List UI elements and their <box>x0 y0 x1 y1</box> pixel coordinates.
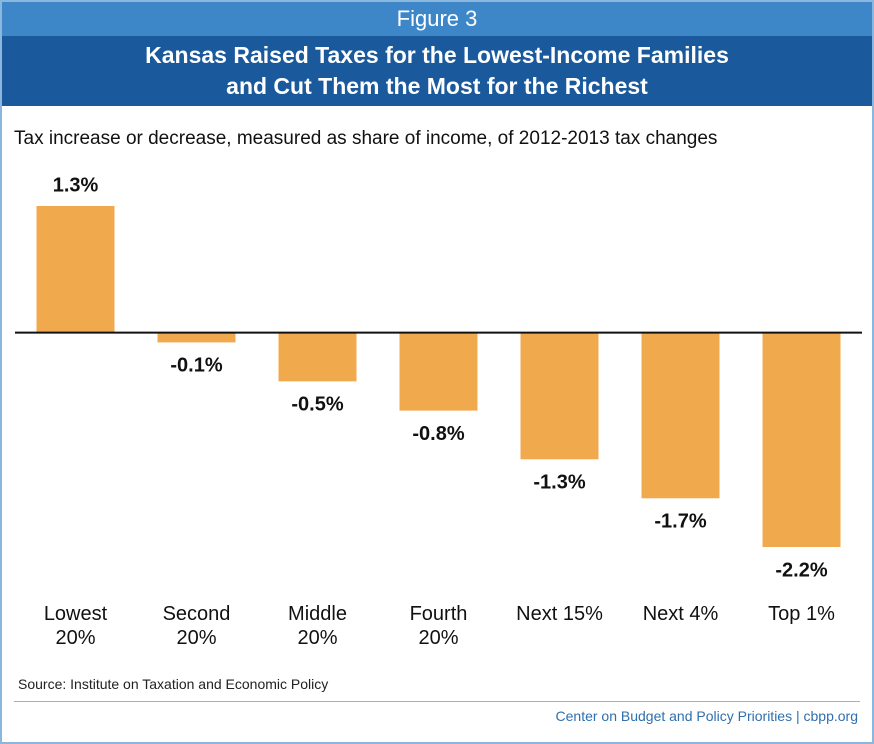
value-label: 1.3% <box>53 174 99 196</box>
bar <box>399 332 478 411</box>
bar <box>762 332 841 547</box>
title-band: Kansas Raised Taxes for the Lowest-Incom… <box>2 36 872 106</box>
rule <box>14 701 860 702</box>
x-tick-label: Top 1% <box>768 603 835 625</box>
value-label: -0.1% <box>170 355 222 377</box>
value-label: -1.3% <box>533 472 585 494</box>
subtitle: Tax increase or decrease, measured as sh… <box>14 128 718 149</box>
bar <box>36 206 115 333</box>
chart-title: Kansas Raised Taxes for the Lowest-Incom… <box>145 42 729 99</box>
x-tick-label: Fourth 20% <box>409 603 468 649</box>
bar <box>278 332 357 382</box>
bar <box>641 332 720 499</box>
value-label: -2.2% <box>775 559 827 581</box>
x-tick-label: Next 15% <box>516 603 603 625</box>
figure-label: Figure 3 <box>2 2 872 36</box>
bar <box>520 332 599 460</box>
x-tick-label: Lowest 20% <box>43 603 108 649</box>
bar <box>157 332 236 343</box>
value-label: -1.7% <box>654 511 706 533</box>
credit: Center on Budget and Policy Priorities |… <box>555 708 858 724</box>
x-tick-label: Middle 20% <box>288 603 347 649</box>
value-label: -0.8% <box>412 423 464 445</box>
x-tick-label: Second 20% <box>162 603 231 649</box>
value-label: -0.5% <box>291 394 343 416</box>
source: Source: Institute on Taxation and Econom… <box>18 676 329 692</box>
x-tick-label: Next 4% <box>642 603 719 625</box>
